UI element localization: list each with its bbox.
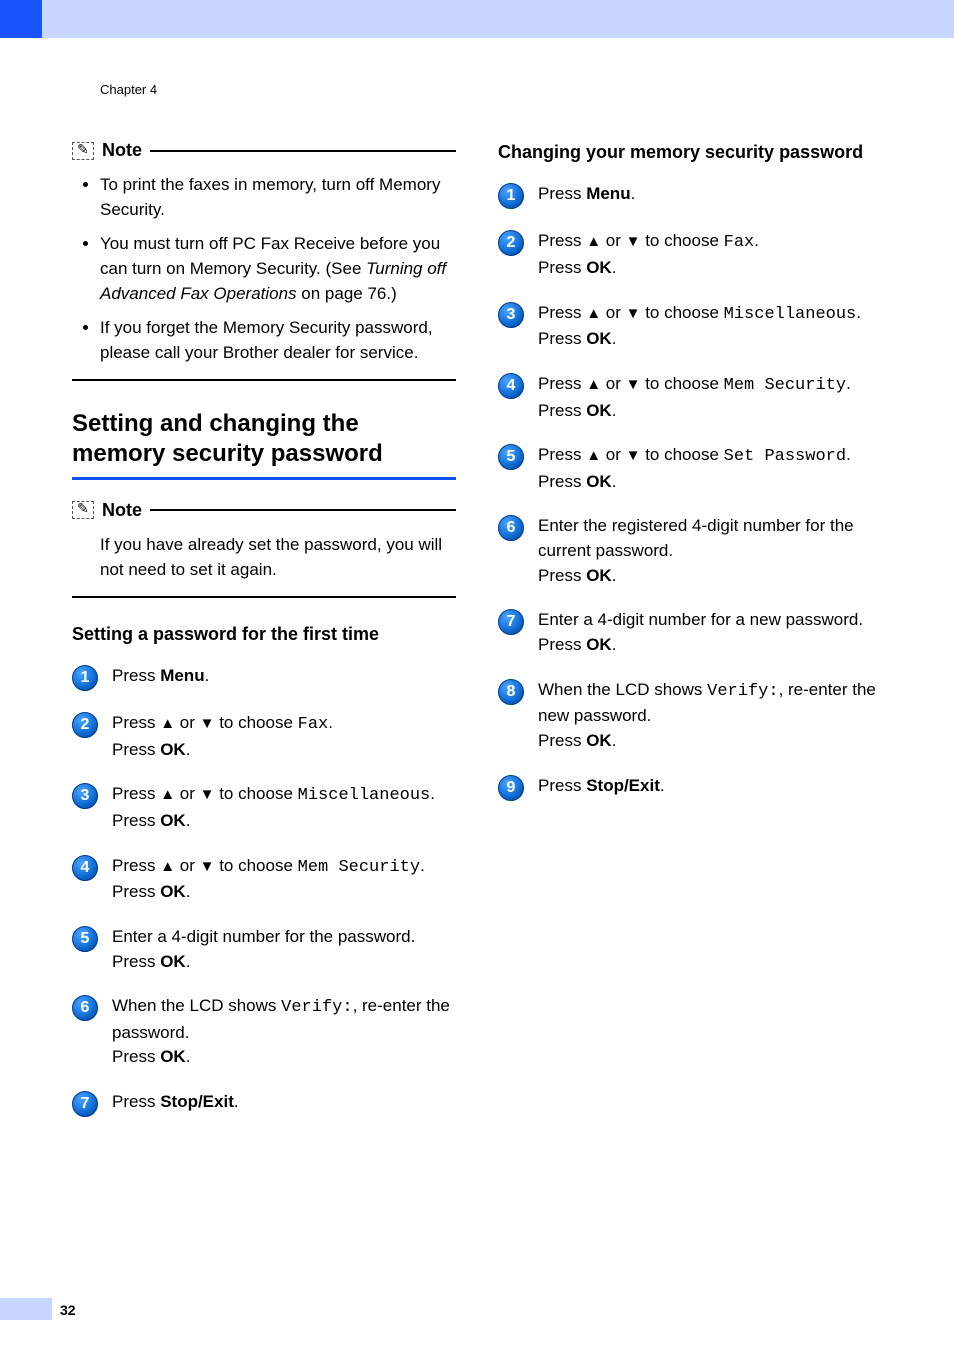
note-text: If you have already set the password, yo… [72,533,456,582]
step: 3 Press ▲ or ▼ to choose Miscellaneous.Pr… [498,301,882,352]
step: 6 When the LCD shows Verify:, re-enter th… [72,994,456,1070]
step-number-icon: 4 [498,373,524,399]
step: 2 Press ▲ or ▼ to choose Fax.Press OK. [498,229,882,280]
pencil-note-icon [72,501,94,519]
step-number-icon: 7 [72,1091,98,1117]
pencil-note-icon [72,142,94,160]
step-text: Press Menu. [538,182,635,207]
step: 4 Press ▲ or ▼ to choose Mem Security.Pre… [72,854,456,905]
content-columns: Note To print the faxes in memory, turn … [72,140,882,1117]
step: 1 Press Menu. [498,182,882,209]
step-number-icon: 7 [498,609,524,635]
note-title: Note [102,140,142,161]
step: 2 Press ▲ or ▼ to choose Fax.Press OK. [72,711,456,762]
step: 4 Press ▲ or ▼ to choose Mem Security.Pre… [498,372,882,423]
step-number-icon: 1 [498,183,524,209]
step-number-icon: 5 [498,444,524,470]
step-number-icon: 4 [72,855,98,881]
step-text: Press ▲ or ▼ to choose Fax.Press OK. [112,711,333,762]
right-column: Changing your memory security password 1… [498,140,882,1117]
step: 6 Enter the registered 4-digit number for… [498,514,882,588]
step-number-icon: 8 [498,679,524,705]
steps-right: 1 Press Menu. 2 Press ▲ or ▼ to choose Fax.… [498,182,882,800]
step-text: Enter a 4-digit number for a new passwor… [538,608,863,657]
step-text: Press ▲ or ▼ to choose Mem Security.Pres… [112,854,425,905]
section-heading: Setting and changing the memory security… [72,409,456,469]
note-rule [150,150,456,152]
step-text: Press Stop/Exit. [538,774,665,799]
note-header: Note [72,500,456,521]
step-text: Press ▲ or ▼ to choose Fax.Press OK. [538,229,759,280]
step-text: Press ▲ or ▼ to choose Miscellaneous.Pre… [538,301,861,352]
page-number: 32 [60,1302,76,1318]
note-list-1: To print the faxes in memory, turn off M… [72,173,456,365]
note-rule [150,509,456,511]
step: 7 Enter a 4-digit number for a new passwo… [498,608,882,657]
step: 9 Press Stop/Exit. [498,774,882,801]
note-box-1: Note To print the faxes in memory, turn … [72,140,456,381]
note-bottom-rule [72,379,456,381]
step-text: When the LCD shows Verify:, re-enter the… [538,678,882,754]
header-accent-left [0,0,42,38]
left-column: Note To print the faxes in memory, turn … [72,140,456,1117]
note-list-item: To print the faxes in memory, turn off M… [100,173,456,222]
step-number-icon: 3 [72,783,98,809]
step-number-icon: 6 [72,995,98,1021]
step-text: Press Menu. [112,664,209,689]
step: 3 Press ▲ or ▼ to choose Miscellaneous.Pr… [72,782,456,833]
step: 5 Enter a 4-digit number for the password… [72,925,456,974]
note-header: Note [72,140,456,161]
chapter-label: Chapter 4 [100,82,157,97]
note-title: Note [102,500,142,521]
subsection-heading-right: Changing your memory security password [498,140,882,164]
note-bottom-rule [72,596,456,598]
step: 1 Press Menu. [72,664,456,691]
step-text: Press ▲ or ▼ to choose Mem Security.Pres… [538,372,851,423]
step-number-icon: 2 [498,230,524,256]
step-number-icon: 1 [72,665,98,691]
step: 8 When the LCD shows Verify:, re-enter th… [498,678,882,754]
step-text: Press Stop/Exit. [112,1090,239,1115]
section-rule [72,477,456,480]
note-box-2: Note If you have already set the passwor… [72,500,456,598]
step-text: Press ▲ or ▼ to choose Set Password.Pres… [538,443,851,494]
step-text: When the LCD shows Verify:, re-enter the… [112,994,456,1070]
step-text: Press ▲ or ▼ to choose Miscellaneous.Pre… [112,782,435,833]
steps-left: 1 Press Menu. 2 Press ▲ or ▼ to choose Fax.… [72,664,456,1117]
step-text: Enter a 4-digit number for the password.… [112,925,415,974]
step-text: Enter the registered 4-digit number for … [538,514,882,588]
step: 5 Press ▲ or ▼ to choose Set Password.Pre… [498,443,882,494]
step-number-icon: 5 [72,926,98,952]
step: 7 Press Stop/Exit. [72,1090,456,1117]
step-number-icon: 6 [498,515,524,541]
note-list-item: You must turn off PC Fax Receive before … [100,232,456,306]
step-number-icon: 3 [498,302,524,328]
step-number-icon: 2 [72,712,98,738]
page-number-bar [0,1298,52,1320]
page: Chapter 4 Note To print the faxes in mem… [0,0,954,1348]
note-list-item: If you forget the Memory Security passwo… [100,316,456,365]
subsection-heading-left: Setting a password for the first time [72,622,456,646]
header-accent-top [42,0,954,38]
step-number-icon: 9 [498,775,524,801]
